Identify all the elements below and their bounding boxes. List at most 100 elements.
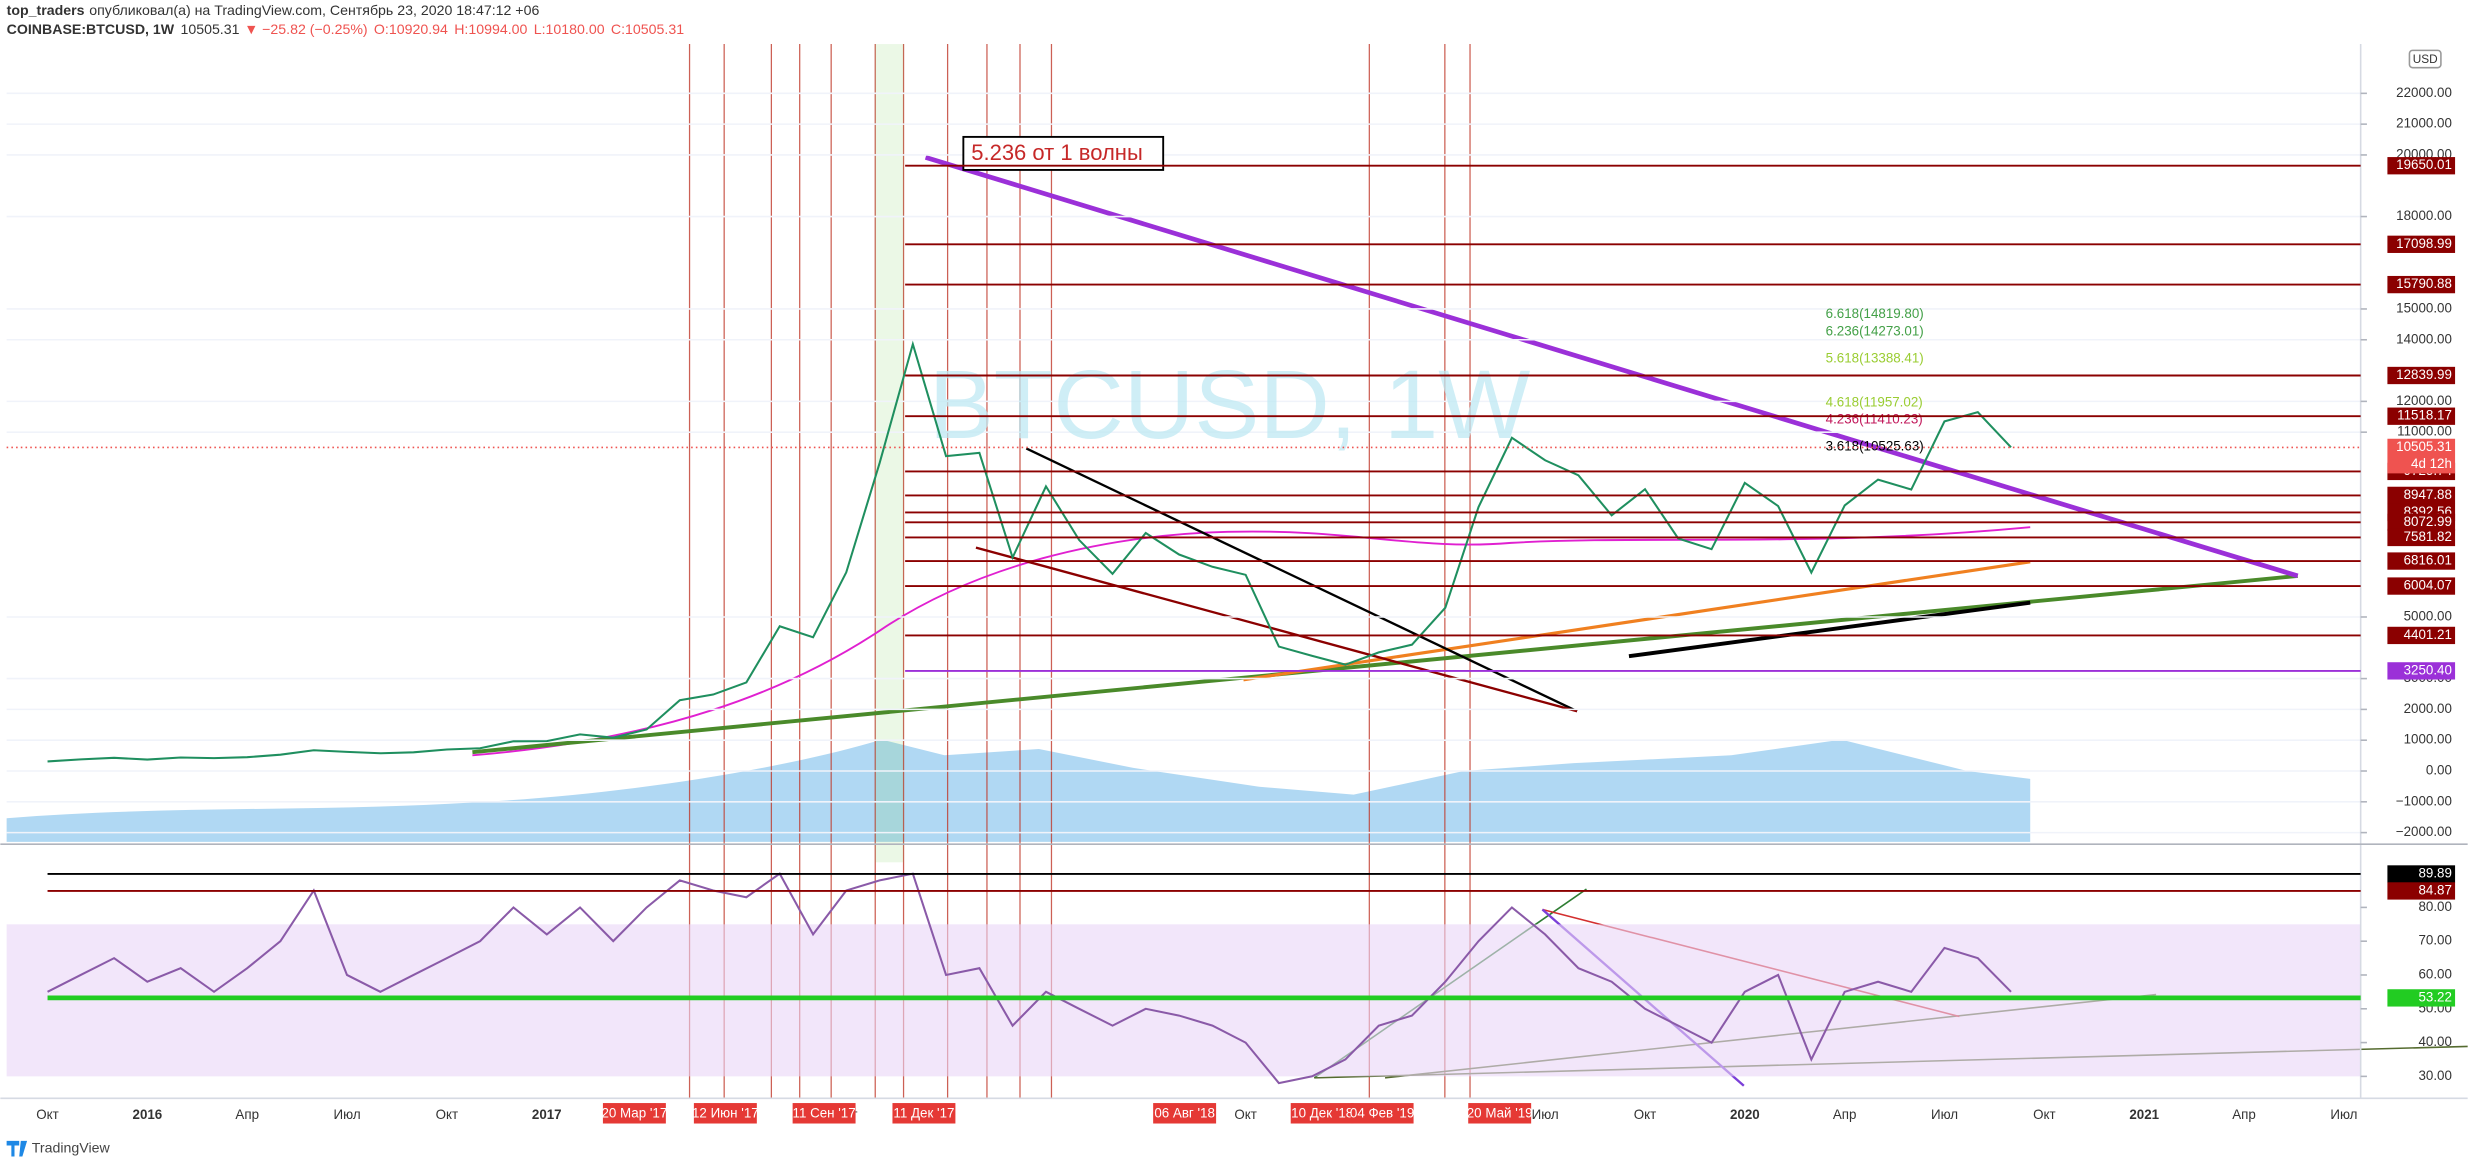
date-badge-label: 06 Авг '18	[1154, 1106, 1215, 1121]
last-price: 10505.31	[180, 22, 239, 38]
level-label: 6816.01	[2404, 553, 2452, 568]
date-badge-label: 04 Фев '19	[1350, 1106, 1414, 1121]
y-tick-label: 0.00	[2426, 763, 2452, 778]
last-price-label: 10505.31	[2396, 439, 2452, 454]
level-label: 4401.21	[2404, 627, 2452, 642]
fib-label: 6.236(14273.01)	[1826, 324, 1924, 339]
close: C:10505.31	[611, 22, 684, 38]
date-badge	[602, 1103, 666, 1124]
y-tick-label: 60.00	[2418, 967, 2451, 982]
level-label: 8072.99	[2404, 514, 2452, 529]
currency: USD	[2413, 52, 2438, 66]
y-tick-label: 15000.00	[2396, 300, 2452, 315]
level-tag	[2387, 577, 2456, 595]
level-tag	[2387, 989, 2456, 1007]
date-badge	[693, 1103, 757, 1124]
symbol: COINBASE:BTCUSD, 1W	[7, 22, 175, 38]
level-label: 89.89	[2418, 866, 2451, 881]
x-tick-label: Окт	[36, 1107, 59, 1122]
date-badge-label: 10 Дек '18	[1291, 1106, 1353, 1121]
x-tick-label: Июл	[2330, 1107, 2357, 1122]
level-tag	[2387, 552, 2456, 570]
fib-label: 5.618(13388.41)	[1826, 350, 1924, 365]
x-tick-label: Апр	[1833, 1107, 1857, 1122]
trendline	[924, 155, 2299, 579]
x-tick-label: Окт	[436, 1107, 459, 1122]
level-tag	[2387, 235, 2456, 253]
y-tick-label: 14000.00	[2396, 331, 2452, 346]
trendline	[1628, 600, 2031, 659]
watermark: BTCUSD, 1W	[929, 350, 1531, 459]
high: H:10994.00	[454, 22, 527, 38]
rsi-band	[6, 924, 2361, 1077]
currency-badge	[2408, 49, 2442, 69]
date-badge-label: 12 Июн '17	[692, 1106, 759, 1121]
date-badge-label: 20 Май '19	[1467, 1106, 1533, 1121]
date-badge-label: 20 Мар '17	[601, 1106, 667, 1121]
symbol-line: COINBASE:BTCUSD, 1W 10505.31 ▼ −25.82 (−0.…	[7, 22, 685, 38]
date-badge-label: 11 Сен '17	[793, 1106, 856, 1121]
level-tag	[2387, 407, 2456, 425]
trendline	[472, 573, 2298, 755]
level-label: 8947.88	[2404, 487, 2452, 502]
level-label: 3250.40	[2404, 662, 2452, 677]
fib-label: 6.618(14819.80)	[1826, 306, 1924, 321]
note-box	[962, 135, 1165, 171]
fib-labels: 6.618(14819.80) 6.236(14273.01) 5.618(13…	[1826, 306, 1924, 453]
level-label: 7581.82	[2404, 529, 2452, 544]
level-label: 6004.07	[2404, 578, 2452, 593]
x-tick-label: 2017	[532, 1107, 562, 1122]
x-tick-label: Июл	[1532, 1107, 1559, 1122]
x-tick-label: Окт	[2033, 1107, 2056, 1122]
y-tick-label: 21000.00	[2396, 116, 2452, 131]
trendline	[975, 546, 1578, 713]
logo	[6, 1140, 28, 1157]
date-badge	[1153, 1103, 1217, 1124]
trendline	[1025, 447, 1578, 713]
date-badge	[1290, 1103, 1354, 1124]
level-label: 84.87	[2418, 882, 2451, 897]
level-tag	[2387, 366, 2456, 385]
wave-note: 5.236 от 1 волны	[971, 140, 1143, 165]
fib-zone	[875, 44, 904, 863]
level-tag	[2387, 865, 2456, 883]
last-price-tag	[2387, 438, 2456, 474]
x-tick-label: Июл	[1931, 1107, 1958, 1122]
level-tag	[2387, 528, 2456, 547]
y-tick-label: −1000.00	[2396, 793, 2452, 808]
level-label: 11518.17	[2397, 408, 2452, 423]
y-tick-label: 18000.00	[2396, 208, 2452, 223]
date-badge	[892, 1103, 956, 1124]
y-tick-label: 22000.00	[2396, 85, 2452, 100]
y-tick-label: 11000.00	[2397, 424, 2452, 439]
x-tick-label: 2021	[2129, 1107, 2159, 1122]
series-line	[47, 872, 2012, 1085]
y-tick-label: −2000.00	[2396, 824, 2452, 839]
level-tag	[2387, 882, 2456, 900]
y-tick-label: 70.00	[2418, 933, 2451, 948]
fib-label: 4.236(11410.23)	[1826, 412, 1923, 427]
level-tag	[2387, 275, 2456, 294]
level-tag	[2387, 486, 2456, 505]
countdown: 4d 12h	[2411, 456, 2452, 471]
moving-average	[472, 526, 2031, 757]
level-label: 17098.99	[2396, 236, 2452, 251]
low: L:10180.00	[534, 22, 605, 38]
author: top_traders	[7, 3, 85, 19]
y-tick-label: 1000.00	[2404, 732, 2452, 747]
date-badge-label: 11 Дек '17	[893, 1106, 954, 1121]
change: ▼ −25.82 (−0.25%)	[244, 22, 367, 38]
y-tick-label: 12000.00	[2396, 393, 2452, 408]
x-tick-label: Окт	[1634, 1107, 1657, 1122]
open: O:10920.94	[374, 22, 448, 38]
y-tick-label: 80.00	[2418, 899, 2451, 914]
level-tag	[2387, 662, 2456, 680]
x-tick-label: 2020	[1730, 1107, 1760, 1122]
level-label: 15790.88	[2396, 276, 2452, 291]
date-badge	[1468, 1103, 1532, 1124]
x-tick-label: Июл	[334, 1107, 361, 1122]
drawings	[6, 44, 2468, 1099]
fib-label: 3.618(10525.63)	[1826, 438, 1924, 453]
volume-area	[6, 739, 2031, 842]
